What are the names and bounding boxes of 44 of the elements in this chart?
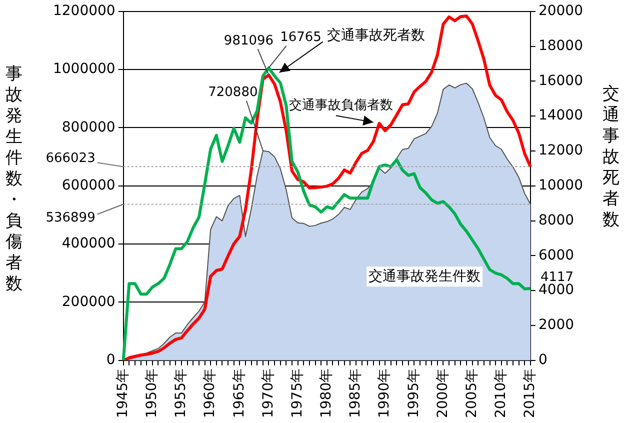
x-tick-label: 2000年 (434, 368, 451, 418)
y2-tick-label: 20000 (538, 3, 584, 20)
data-label: 4117 (540, 270, 574, 285)
y2-tick-label: 10000 (538, 178, 584, 194)
y-tick-label: 200000 (62, 294, 116, 310)
y2-tick-label: 18000 (538, 38, 584, 54)
x-tick-label: 2005年 (464, 368, 480, 418)
y-tick-label: 800000 (62, 119, 116, 136)
y-tick-label: 1200000 (52, 3, 116, 20)
y2-tick-label: 8000 (538, 212, 574, 228)
y-tick-label: 1000000 (52, 61, 116, 78)
x-tick-label: 1965年 (231, 368, 248, 418)
ref-line-label: 666023 (46, 151, 96, 166)
y-tick-label: 0 (106, 352, 116, 368)
x-tick-label: 1990年 (376, 368, 393, 418)
ref-line-label: 536899 (46, 210, 96, 226)
x-tick-label: 1995年 (406, 368, 422, 418)
y2-tick-label: 16000 (538, 72, 584, 89)
series-label: 交通事故発生件数 (368, 268, 481, 284)
y2-tick-label: 2000 (538, 317, 574, 334)
x-tick-label: 1975年 (289, 368, 306, 418)
text: 交通事故死者数 (326, 27, 425, 44)
x-tick-label: 1960年 (202, 368, 218, 418)
x-tick-label: 1945年 (114, 368, 131, 418)
y2-tick-label: 0 (538, 352, 548, 368)
series-label: 交通事故負傷者数 (289, 96, 394, 113)
x-tick-label: 1950年 (144, 368, 160, 418)
y2-tick-label: 14000 (538, 108, 584, 124)
x-tick-label: 1955年 (173, 368, 190, 418)
y2-tick-label: 4000 (538, 282, 574, 298)
y2-tick-label: 12000 (538, 142, 584, 159)
x-tick-label: 1970年 (260, 368, 276, 418)
data-label: 16765 (280, 30, 322, 46)
text: 事故発生件数・負傷者数 (6, 64, 22, 294)
y-tick-label: 400000 (62, 236, 116, 252)
x-tick-label: 1980年 (318, 368, 335, 418)
y2-tick-label: 6000 (538, 247, 574, 264)
x-tick-label: 2010年 (493, 368, 510, 418)
data-label: 981096 (224, 33, 274, 48)
y-tick-label: 600000 (62, 178, 116, 194)
y2-axis-title: 交通事故死者数 (602, 84, 620, 231)
data-label: 720880 (208, 85, 258, 100)
x-tick-label: 1985年 (348, 368, 364, 418)
x-tick-label: 2015年 (522, 368, 538, 418)
